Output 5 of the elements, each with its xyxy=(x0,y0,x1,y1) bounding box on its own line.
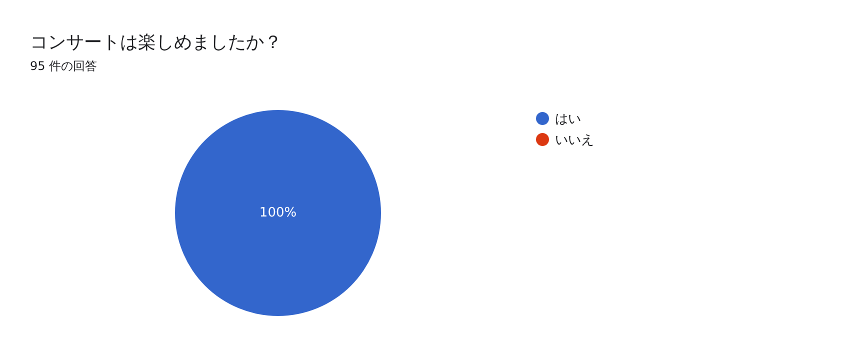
data-label: 100% xyxy=(259,205,297,220)
text: 95 件の回答 xyxy=(30,58,98,75)
legend-label: はい xyxy=(555,110,581,128)
legend-label: いいえ xyxy=(555,132,594,148)
chart-title: コンサートは楽しめましたか？ xyxy=(30,31,282,54)
